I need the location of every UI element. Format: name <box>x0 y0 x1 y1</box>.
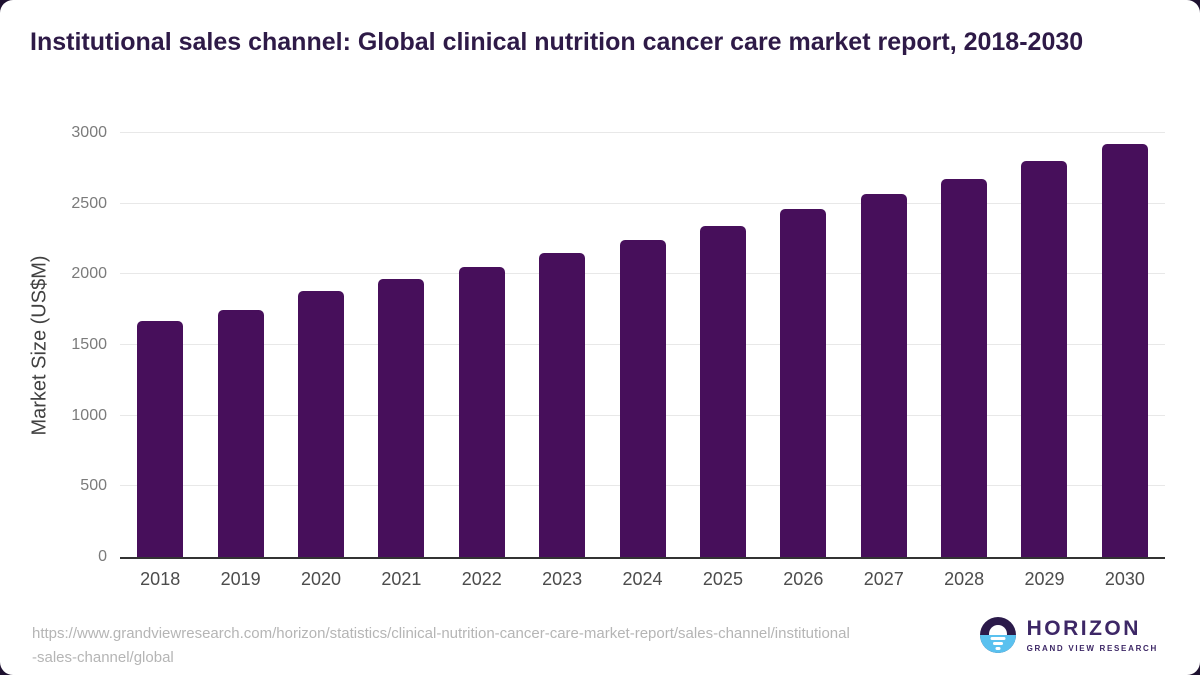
x-tick-label: 2020 <box>300 569 341 589</box>
y-tick-label: 0 <box>98 548 107 565</box>
bar-chart-plot-area: 0 500 1000 1500 2000 2500 3000 2018 2019 2020 202… <box>71 124 1165 589</box>
bar-2028 <box>941 178 988 557</box>
bar-2023 <box>539 253 586 557</box>
logo-tagline: GRAND VIEW RESEARCH <box>1026 644 1158 653</box>
logo-name: HORIZON <box>1026 617 1141 640</box>
y-tick-label: 2500 <box>71 194 107 212</box>
bar-2024 <box>619 239 666 557</box>
horizon-logo: HORIZON GRAND VIEW RESEARCH <box>979 617 1158 653</box>
x-tick-label: 2025 <box>702 569 743 589</box>
bar-2030 <box>1101 143 1148 557</box>
bar-slot <box>361 133 441 557</box>
x-axis-labels: 2018 2019 2020 2021 2022 2023 2024 2025 2026 2027… <box>120 569 1165 590</box>
x-tick-label: 2021 <box>381 569 422 589</box>
ripple-line <box>995 647 1001 650</box>
x-tick-label: 2026 <box>783 569 824 589</box>
bar-slot <box>281 133 361 557</box>
y-tick-label: 500 <box>80 477 107 495</box>
bar-slot <box>1004 133 1084 557</box>
x-tick-label: 2024 <box>622 569 663 589</box>
x-tick-label: 2030 <box>1104 569 1145 589</box>
source-url-line1: https://www.grandviewresearch.com/horizo… <box>32 625 850 642</box>
bar-2026 <box>780 209 827 557</box>
water-half <box>979 635 1016 653</box>
bar-slot <box>442 133 522 557</box>
bar-slot <box>120 133 200 557</box>
bar-slot <box>522 133 602 557</box>
bar-2029 <box>1021 160 1068 557</box>
x-tick-label: 2019 <box>220 569 261 589</box>
source-url: https://www.grandviewresearch.com/horizo… <box>32 622 912 670</box>
bar-2025 <box>699 225 746 557</box>
y-axis-title: Market Size (US$M) <box>28 254 51 436</box>
y-tick-label: 2000 <box>71 265 107 283</box>
x-tick-label: 2028 <box>944 569 985 589</box>
ripple-line <box>992 642 1003 645</box>
bar-slot <box>924 133 1004 557</box>
y-tick-label: 3000 <box>71 124 107 141</box>
x-tick-label: 2022 <box>461 569 502 589</box>
logo-text-block: HORIZON GRAND VIEW RESEARCH <box>1027 617 1158 653</box>
bar-2019 <box>217 310 264 557</box>
gridline <box>120 202 1165 204</box>
bar-slot <box>683 133 763 557</box>
bar-2027 <box>860 194 907 557</box>
bars-layer <box>120 133 1165 557</box>
bar-2022 <box>458 266 505 557</box>
x-tick-label: 2023 <box>542 569 583 589</box>
x-tick-label: 2018 <box>140 569 181 589</box>
bar-slot <box>1085 133 1165 557</box>
bar-2018 <box>137 320 184 557</box>
bar-slot <box>200 133 280 557</box>
x-tick-label: 2029 <box>1024 569 1065 589</box>
x-tick-label: 2027 <box>863 569 904 589</box>
bar-2021 <box>378 279 425 557</box>
chart-title: Institutional sales channel: Global clin… <box>30 28 1084 56</box>
bar-slot <box>763 133 843 557</box>
y-tick-label: 1500 <box>71 336 107 353</box>
ripple-line <box>990 637 1006 640</box>
y-axis-title-container: Market Size (US$M) <box>18 133 62 557</box>
source-url-line2: -sales-channel/global <box>32 649 174 666</box>
bar-slot <box>602 133 682 557</box>
bar-slot <box>844 133 924 557</box>
horizon-sunset-icon <box>979 617 1016 653</box>
gridline <box>120 132 1165 133</box>
bar-2020 <box>297 290 344 557</box>
y-tick-label: 1000 <box>71 406 107 424</box>
